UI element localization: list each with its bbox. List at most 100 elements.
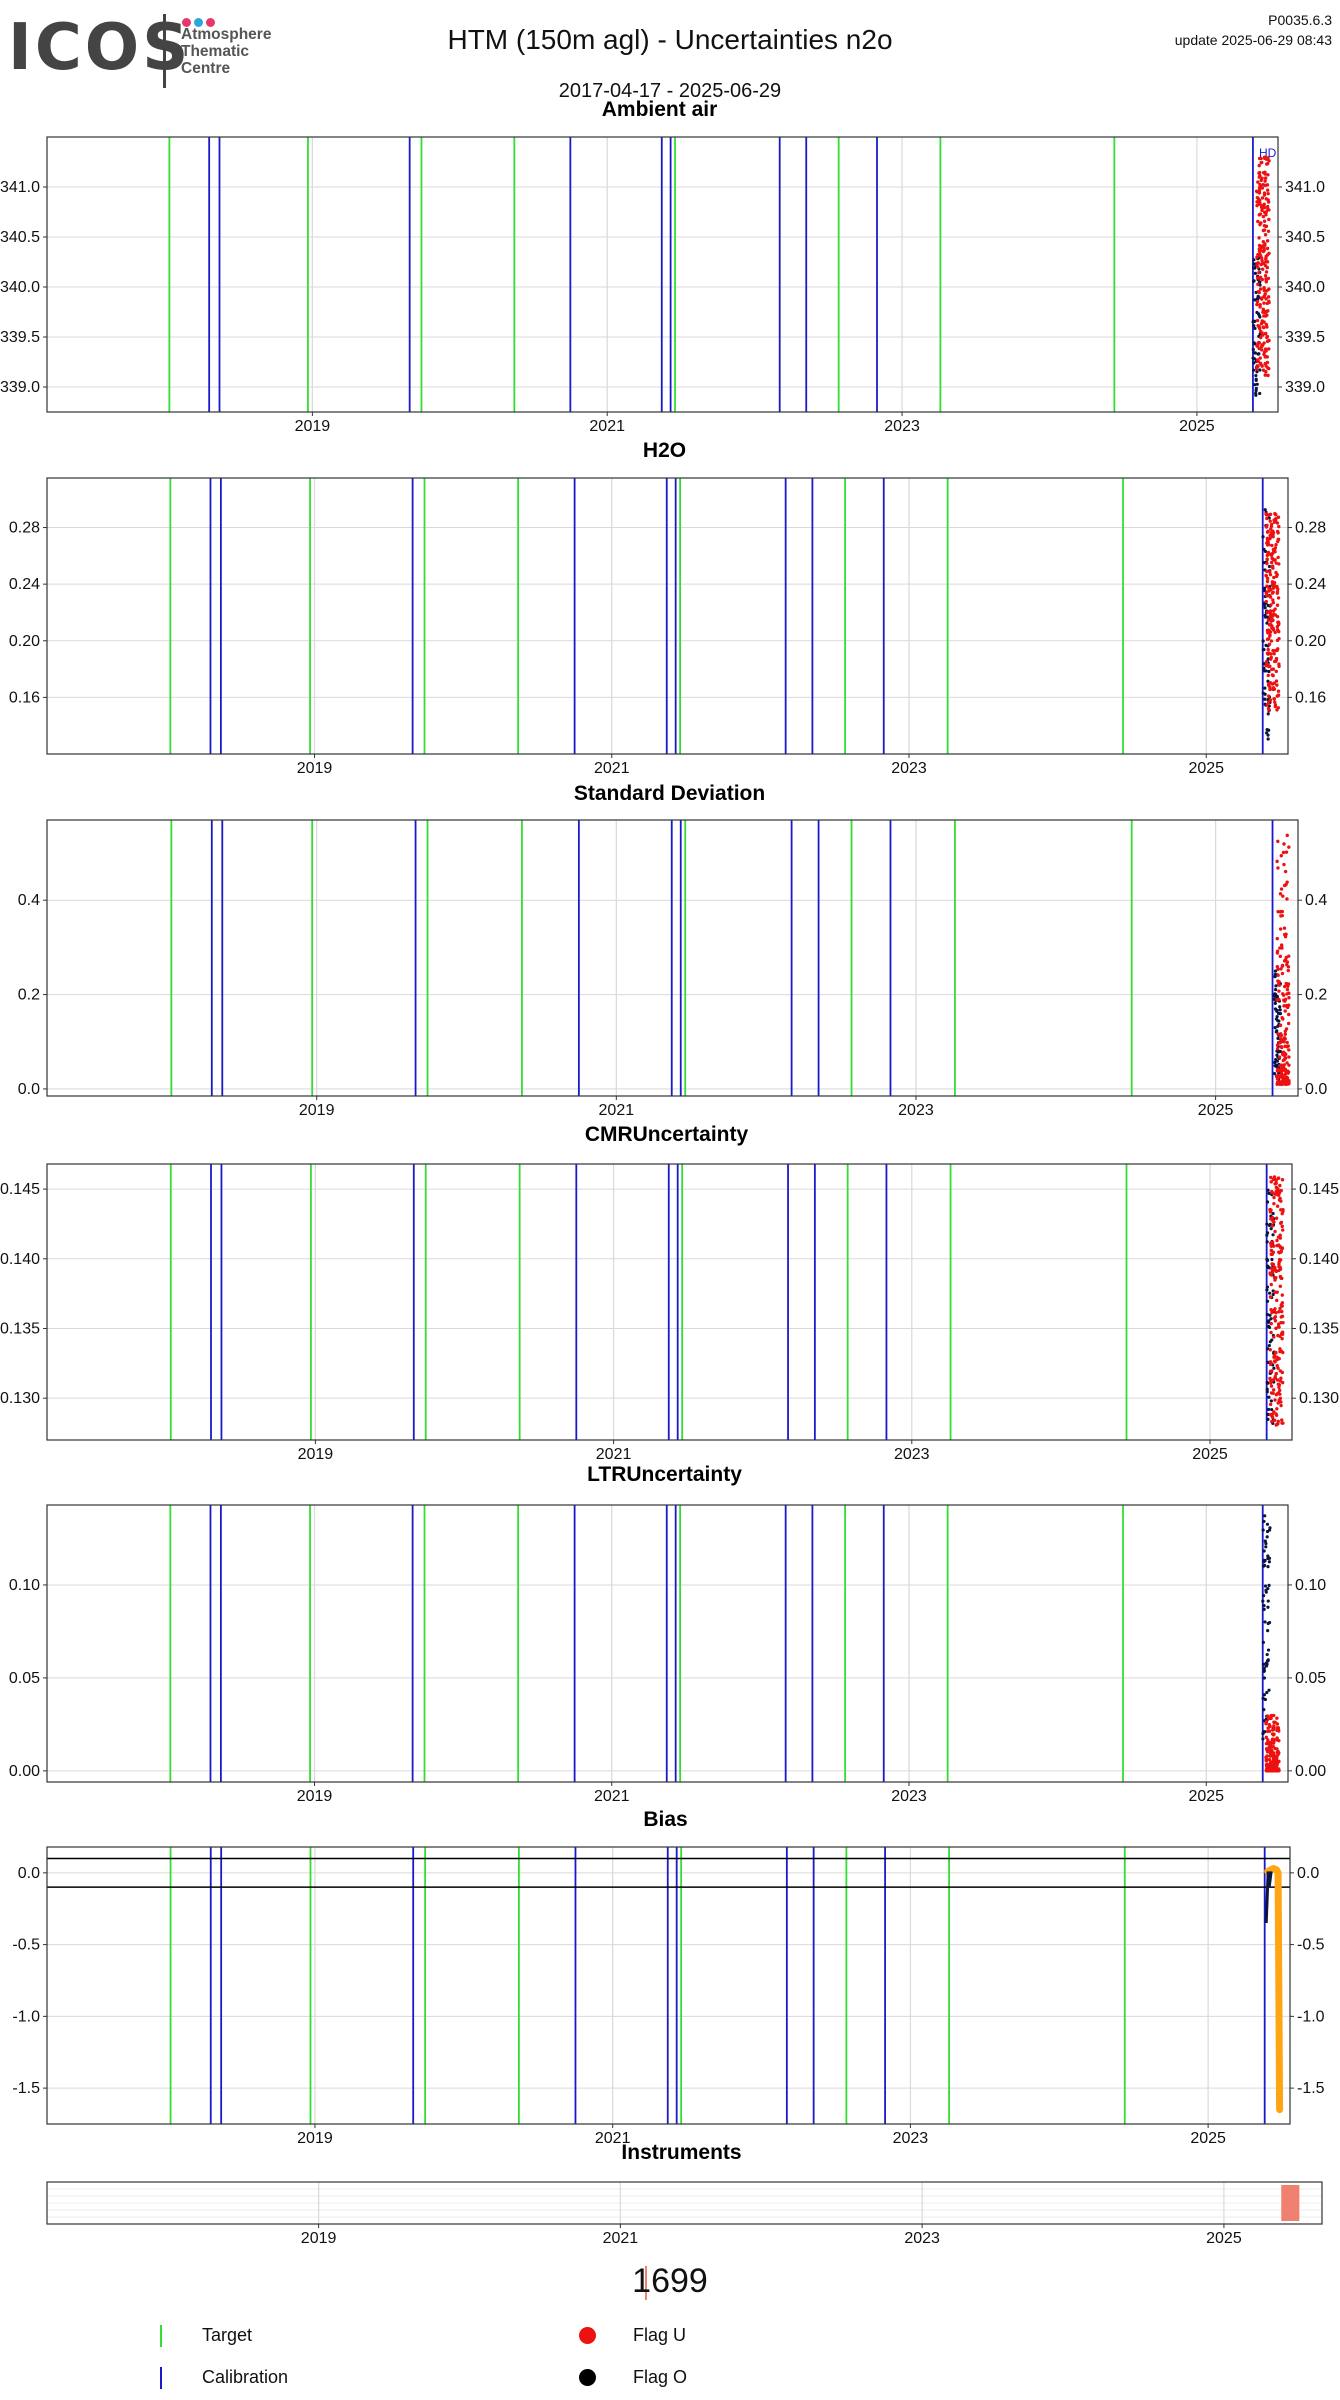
flag-u-point	[1269, 1361, 1273, 1365]
flag-o-point	[1266, 1188, 1270, 1192]
instrument-bar	[1281, 2185, 1300, 2221]
y-tick-label: 0.0	[18, 1865, 40, 1882]
flag-o-point	[1263, 606, 1267, 610]
flag-u-point	[1275, 1761, 1279, 1766]
flag-u-point	[1276, 555, 1280, 560]
flag-o-point	[1258, 315, 1262, 319]
logo-dot-icon	[182, 18, 191, 27]
flag-u-point	[1257, 175, 1261, 179]
flag-o-point	[1252, 351, 1256, 355]
flag-u-point	[1259, 262, 1263, 267]
flag-o-point	[1263, 1584, 1268, 1588]
flag-u-point	[1275, 1716, 1279, 1720]
x-tick-label: 2021	[596, 1446, 632, 1463]
flag-u-point	[1265, 288, 1269, 293]
flag-o-point	[1253, 342, 1257, 346]
flag-u-point	[1274, 669, 1278, 674]
flag-u-point	[1284, 981, 1289, 986]
plot-frame	[46, 1163, 1293, 1441]
flag-u-point	[1277, 983, 1282, 987]
flag-u-point	[1276, 1749, 1280, 1754]
flag-u-point	[1280, 1075, 1284, 1079]
flag-o-point	[1251, 347, 1255, 352]
flag-u-point	[1272, 1175, 1277, 1179]
flag-o-point	[1261, 639, 1265, 643]
flag-u-point	[1263, 273, 1268, 278]
flag-o-point	[1261, 691, 1265, 695]
flag-u-point	[1262, 320, 1266, 324]
flag-o-point	[1263, 1514, 1267, 1518]
plot-frame	[46, 136, 1279, 413]
flag-u-point	[1272, 1724, 1276, 1728]
flag-u-point	[1258, 361, 1263, 366]
flag-u-point	[1279, 1332, 1284, 1336]
flag-u-point	[1266, 173, 1270, 177]
flag-u-point	[1274, 1276, 1278, 1280]
flag-u-point	[1280, 1336, 1284, 1341]
flag-u-point	[1275, 1193, 1280, 1197]
flag-u-point	[1276, 839, 1280, 844]
flag-o-point	[1266, 698, 1270, 702]
flag-u-point	[1271, 648, 1275, 653]
y-tick-label: -0.5	[12, 1937, 40, 1954]
flag-o-point	[1255, 310, 1259, 315]
plot-frame	[46, 477, 1289, 755]
flag-u-point	[1269, 657, 1273, 661]
flag-u-point	[1257, 236, 1261, 240]
flag-o-point	[1258, 391, 1262, 396]
flag-u-point	[1269, 524, 1274, 529]
flag-u-point	[1278, 1347, 1282, 1351]
flag-u-point	[1267, 338, 1271, 343]
flag-u-point	[1264, 197, 1268, 201]
flag-u-point	[1266, 694, 1271, 698]
flag-o-point	[1275, 1008, 1279, 1012]
flag-u-point	[1271, 1745, 1276, 1749]
flag-u-point	[1266, 550, 1271, 555]
flag-u-point	[1267, 642, 1272, 646]
flag-u-point	[1278, 1068, 1282, 1073]
flag-u-point	[1268, 1376, 1272, 1381]
flag-o-point	[1251, 279, 1256, 283]
flag-u-point	[1256, 219, 1260, 224]
flag-u-point	[1269, 1217, 1273, 1221]
flag-u-point	[1276, 515, 1281, 519]
flag-u-point	[1257, 171, 1261, 175]
flag-u-point	[1277, 1040, 1281, 1045]
plot-frame	[46, 2181, 1323, 2225]
flag-u-point	[1278, 1233, 1282, 1237]
flag-u-point	[1269, 1244, 1274, 1248]
flag-u-point	[1269, 1241, 1273, 1246]
y-tick-label: 0.24	[9, 576, 40, 593]
flag-u-point	[1269, 1760, 1274, 1765]
flag-o-point	[1261, 1737, 1265, 1741]
flag-u-point	[1274, 1216, 1279, 1220]
flag-u-point	[1269, 1321, 1273, 1326]
flag-u-point	[1277, 1310, 1281, 1314]
y-tick-label-right: 0.4	[1305, 892, 1327, 909]
flag-u-point	[1285, 880, 1289, 884]
flag-u-point	[1285, 960, 1290, 964]
flag-u-point	[1255, 302, 1259, 307]
flag-o-point	[1267, 1620, 1272, 1625]
version-label: P0035.6.3	[1268, 12, 1332, 28]
flag-o-point	[1267, 1688, 1271, 1692]
bias-series-line	[1264, 1865, 1284, 2114]
flag-u-point	[1275, 1290, 1279, 1294]
flag-u-point	[1265, 576, 1270, 581]
flag-u-point	[1286, 1070, 1291, 1074]
flag-u-point	[1268, 512, 1273, 517]
y-tick-label-right: 0.05	[1295, 1670, 1326, 1687]
flag-o-point	[1266, 1264, 1270, 1268]
flag-o-point	[1254, 389, 1258, 393]
flag-u-point	[1265, 1754, 1269, 1758]
flag-u-point	[1256, 261, 1260, 265]
flag-o-point	[1268, 1291, 1272, 1295]
y-tick-label: 340.0	[0, 279, 40, 296]
flag-o-point	[1267, 669, 1271, 674]
flag-u-point	[1268, 1295, 1273, 1299]
flag-o-point	[1265, 1535, 1269, 1539]
y-tick-label-right: 0.16	[1295, 689, 1326, 706]
flag-o-point	[1267, 1343, 1271, 1348]
flag-o-point	[1266, 1565, 1270, 1569]
flag-u-point	[1281, 1209, 1285, 1214]
